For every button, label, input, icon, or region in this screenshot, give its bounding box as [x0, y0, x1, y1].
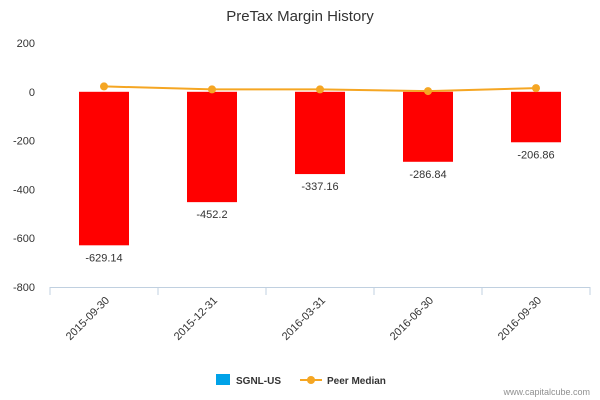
bar	[187, 91, 237, 203]
legend: SGNL-US Peer Median	[216, 374, 386, 387]
legend-label-sgnl[interactable]: SGNL-US	[236, 376, 281, 387]
x-axis	[49, 287, 591, 295]
legend-swatch-peer-median-dot[interactable]	[307, 376, 315, 384]
y-tick-label: -200	[13, 136, 35, 148]
x-tick-label: 2016-09-30	[496, 295, 544, 343]
data-label: -629.14	[85, 252, 122, 264]
y-tick-label: 200	[17, 38, 35, 50]
chart-title: PreTax Margin History	[226, 8, 374, 25]
x-tick-label: 2015-12-31	[172, 295, 220, 343]
y-tick-label: -400	[13, 184, 35, 196]
peer-median-point	[316, 85, 324, 94]
peer-median-point	[208, 85, 216, 94]
x-tick-label: 2016-03-31	[280, 295, 328, 343]
data-label: -337.16	[301, 181, 338, 193]
bar	[79, 91, 129, 246]
x-tick-label: 2015-09-30	[64, 295, 112, 343]
peer-median-point	[100, 82, 108, 91]
bar-series	[79, 91, 561, 246]
bar	[403, 91, 453, 162]
bar	[511, 91, 561, 143]
data-label: -452.2	[196, 209, 227, 221]
peer-median-point	[424, 87, 432, 96]
data-label: -206.86	[517, 149, 554, 161]
bar	[295, 91, 345, 175]
y-tick-label: -600	[13, 233, 35, 245]
x-tick-label: 2016-06-30	[388, 295, 436, 343]
data-label: -286.84	[409, 169, 446, 181]
credit-text: www.capitalcube.com	[502, 387, 590, 397]
legend-label-peer-median[interactable]: Peer Median	[327, 376, 386, 387]
y-tick-label: 0	[29, 87, 35, 99]
peer-median-point	[532, 84, 540, 93]
x-tick-labels: 2015-09-30 2015-12-31 2016-03-31 2016-06-30…	[64, 295, 544, 343]
data-labels: -629.14 -452.2 -337.16 -286.84 -206.86	[85, 149, 554, 264]
y-tick-label: -800	[13, 282, 35, 294]
peer-median-series	[100, 82, 540, 96]
legend-swatch-sgnl[interactable]	[216, 374, 230, 385]
y-axis: 200 0 -200 -400 -600 -800	[13, 38, 35, 294]
